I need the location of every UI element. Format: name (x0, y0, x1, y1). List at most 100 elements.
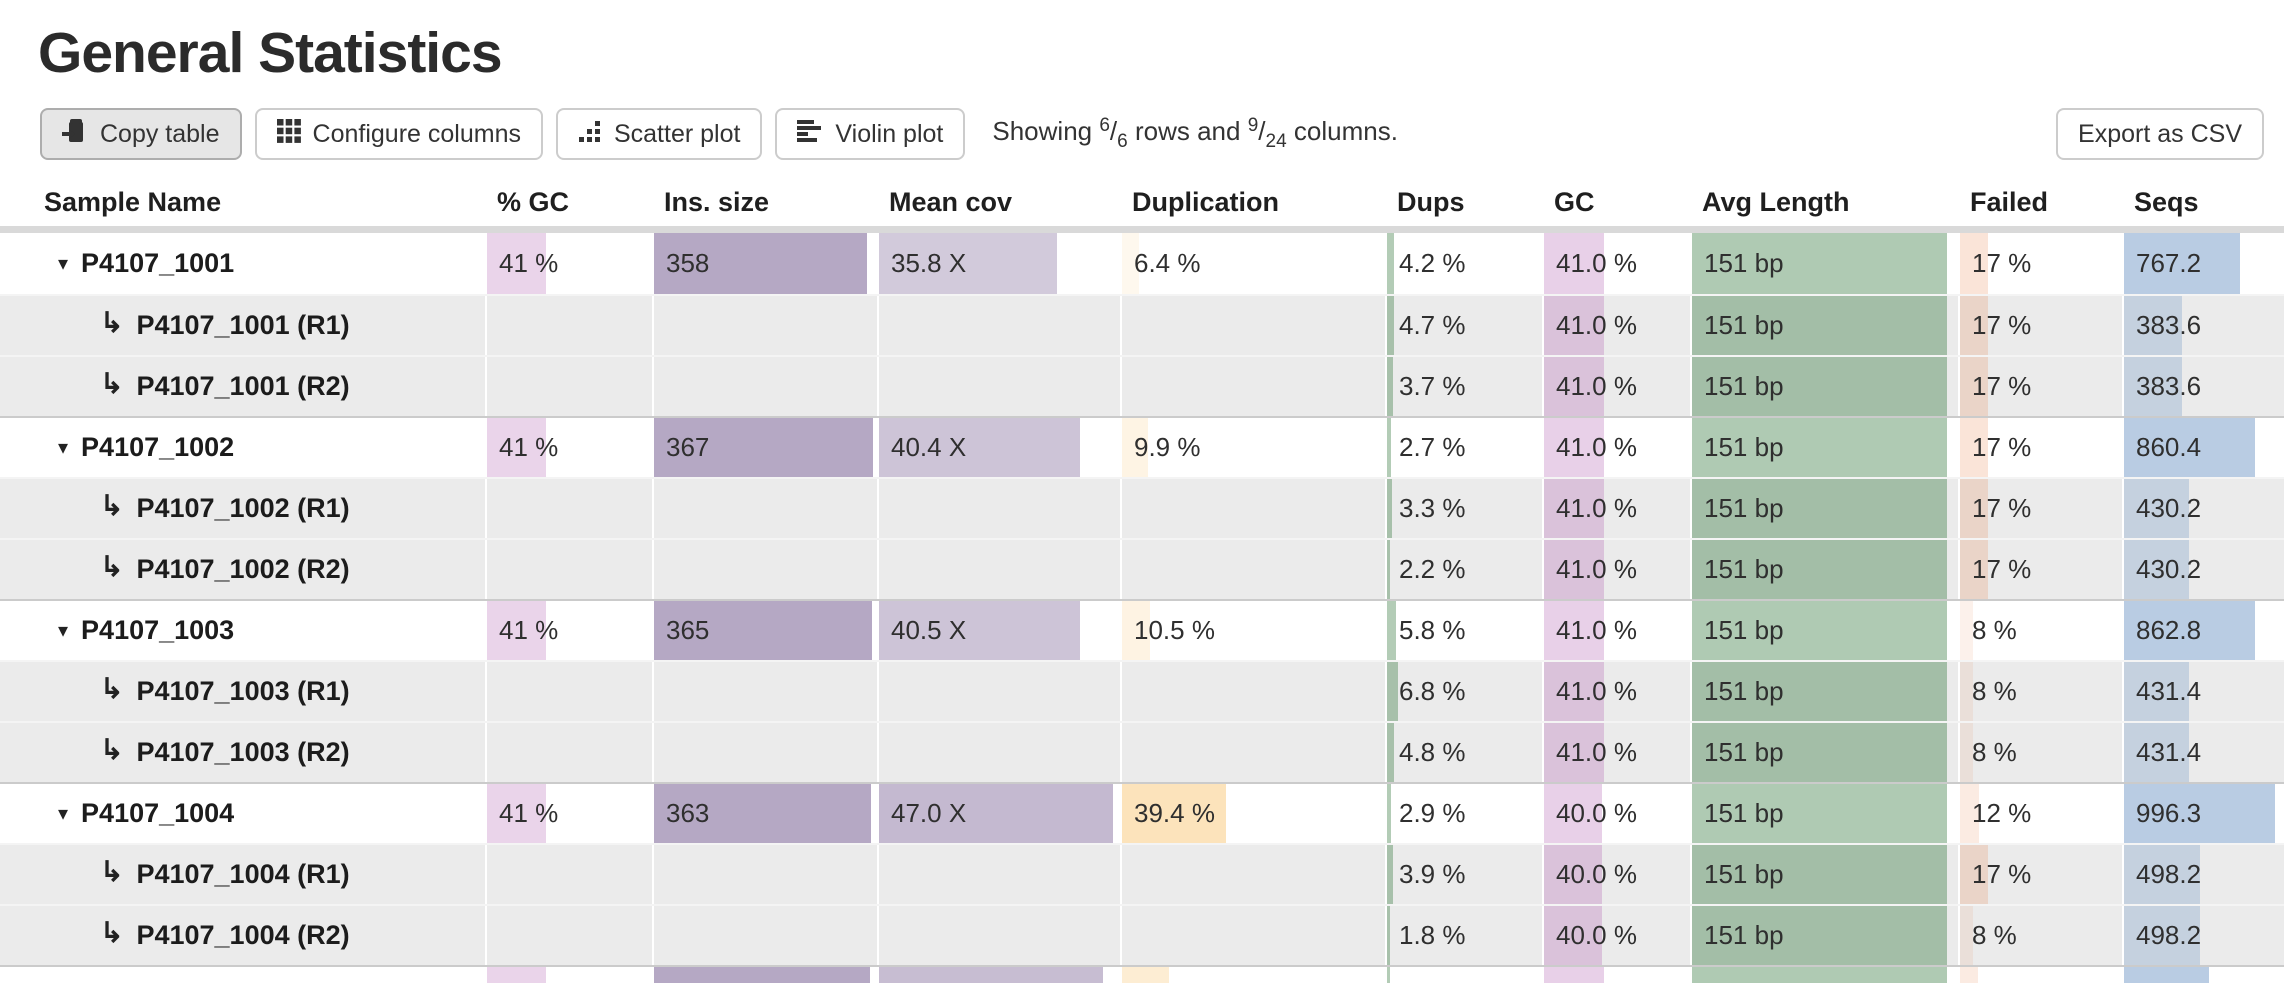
cell-dups: 6.8 % (1385, 662, 1542, 721)
column-header-failed[interactable]: Failed (1970, 186, 2049, 217)
cell-avg_length: 151 bp (1690, 233, 1958, 294)
cell-duplication (1120, 967, 1385, 983)
column-header-dups[interactable]: Dups (1397, 186, 1465, 217)
column-header-avg_length[interactable]: Avg Length (1702, 186, 1850, 217)
cell-failed: 17 % (1958, 233, 2122, 294)
value-bar (1387, 540, 1391, 599)
table-row: ↳ P4107_1001 (R1) 4.7 % 41.0 % 151 bp 17 % 383… (0, 294, 2284, 355)
copy-table-button[interactable]: Copy table (40, 108, 242, 160)
cell-value: 40.0 % (1556, 859, 1637, 889)
value-bar (1122, 233, 1139, 294)
cell-mean_cov (877, 967, 1120, 983)
value-bar (1544, 296, 1604, 355)
value-bar (1544, 540, 1604, 599)
collapse-arrow-icon[interactable]: ▾ (58, 436, 69, 459)
cell-duplication (1120, 357, 1385, 416)
cell-mean_cov (877, 357, 1120, 416)
cell-gc: 40.0 % (1542, 906, 1690, 965)
sample-name-cell[interactable]: ↳ P4107_1001 (R2) (0, 357, 485, 416)
value-bar (1692, 967, 1948, 983)
cell-mean_cov (877, 662, 1120, 721)
value-bar (1692, 540, 1948, 599)
table-row: ↳ P4107_1002 (R2) 2.2 % 41.0 % 151 bp 17 % 430… (0, 538, 2284, 599)
value-bar (1544, 357, 1604, 416)
column-header-mean_cov[interactable]: Mean cov (889, 186, 1013, 217)
header-divider (0, 226, 2284, 233)
column-header-sample[interactable]: Sample Name (44, 186, 222, 217)
sample-name-cell (0, 967, 485, 983)
cell-avg_length: 151 bp (1690, 418, 1958, 477)
cell-value: 17 % (1972, 493, 2032, 523)
collapse-arrow-icon[interactable]: ▾ (58, 252, 69, 275)
cell-avg_length: 151 bp (1690, 601, 1958, 660)
cell-failed (1958, 967, 2122, 983)
sample-name-cell[interactable]: ▾ P4107_1003 (0, 601, 485, 660)
cell-duplication (1120, 479, 1385, 538)
scatter-plot-button[interactable]: Scatter plot (555, 108, 763, 160)
sample-name: P4107_1003 (R2) (136, 737, 350, 767)
value-bar (2124, 233, 2241, 294)
sample-name: P4107_1003 (R1) (136, 676, 350, 706)
cell-value: 9.9 % (1134, 432, 1201, 462)
cell-avg_length: 151 bp (1690, 357, 1958, 416)
sample-name-cell[interactable]: ↳ P4107_1004 (R1) (0, 845, 485, 904)
sample-name-cell[interactable]: ↳ P4107_1003 (R1) (0, 662, 485, 721)
configure-columns-button[interactable]: Configure columns (254, 108, 543, 160)
value-bar (1960, 233, 1988, 294)
value-bar (1544, 784, 1603, 843)
cell-value: 363 (666, 798, 710, 828)
value-bar (1960, 967, 1978, 983)
sample-name-cell[interactable]: ↳ P4107_1001 (R1) (0, 296, 485, 355)
grid-icon (276, 118, 301, 150)
cell-value: 41.0 % (1556, 493, 1637, 523)
cell-value: 431.4 (2136, 737, 2202, 767)
cell-avg_length: 151 bp (1690, 906, 1958, 965)
sample-name-cell[interactable]: ↳ P4107_1004 (R2) (0, 906, 485, 965)
cell-value: 41 % (499, 615, 559, 645)
cell-seqs: 996.3 (2122, 784, 2284, 843)
table-row: ▾ P4107_1004 41 % 363 47.0 X 39.4 % 2.9 % 40.0 … (0, 782, 2284, 843)
value-bar (2124, 784, 2276, 843)
collapse-arrow-icon[interactable]: ▾ (58, 619, 69, 642)
sample-name-cell[interactable]: ↳ P4107_1003 (R2) (0, 723, 485, 782)
violin-plot-button[interactable]: Violin plot (775, 108, 966, 160)
sample-name-cell[interactable]: ▾ P4107_1001 (0, 233, 485, 294)
cell-avg_length: 151 bp (1690, 479, 1958, 538)
value-bar (1387, 233, 1394, 294)
value-bar (1122, 418, 1149, 477)
cell-value: 10.5 % (1134, 615, 1215, 645)
value-bar (487, 601, 547, 660)
value-bar (1387, 296, 1395, 355)
value-bar (1960, 296, 1988, 355)
sample-name-cell[interactable]: ↳ P4107_1002 (R1) (0, 479, 485, 538)
sample-name-cell[interactable]: ▾ P4107_1002 (0, 418, 485, 477)
value-bar (879, 967, 1104, 983)
cell-value: 5.8 % (1399, 615, 1466, 645)
cell-pct_gc (485, 906, 652, 965)
cell-gc: 41.0 % (1542, 723, 1690, 782)
cell-value: 47.0 X (891, 798, 967, 828)
sample-name: P4107_1001 (R2) (136, 371, 350, 401)
collapse-arrow-icon[interactable]: ▾ (58, 802, 69, 825)
sample-name: P4107_1002 (R1) (136, 493, 350, 523)
subsample-branch-icon: ↳ (100, 733, 124, 765)
cell-gc: 41.0 % (1542, 296, 1690, 355)
value-bar (1387, 784, 1392, 843)
column-header-gc[interactable]: GC (1554, 186, 1595, 217)
value-bar (1544, 601, 1604, 660)
export-csv-button[interactable]: Export as CSV (2056, 108, 2264, 160)
column-header-duplication[interactable]: Duplication (1132, 186, 1279, 217)
column-header-ins_size[interactable]: Ins. size (664, 186, 770, 217)
value-bar (1692, 357, 1948, 416)
value-bar (2124, 967, 2209, 983)
value-bar (654, 418, 873, 477)
table-row: ↳ P4107_1004 (R1) 3.9 % 40.0 % 151 bp 17 % 498… (0, 843, 2284, 904)
value-bar (1387, 479, 1393, 538)
cell-value: 151 bp (1704, 615, 1784, 645)
column-header-pct_gc[interactable]: % GC (497, 186, 570, 217)
value-bar (1960, 601, 1973, 660)
sample-name-cell[interactable]: ▾ P4107_1004 (0, 784, 485, 843)
sample-name-cell[interactable]: ↳ P4107_1002 (R2) (0, 540, 485, 599)
value-bar (1122, 967, 1170, 983)
column-header-seqs[interactable]: Seqs (2134, 186, 2199, 217)
